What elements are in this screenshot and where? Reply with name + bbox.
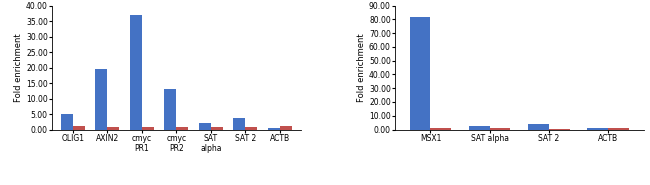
- Bar: [176, 127, 188, 130]
- Y-axis label: Fold enrichment: Fold enrichment: [357, 33, 366, 102]
- Y-axis label: Fold enrichment: Fold enrichment: [14, 33, 23, 102]
- Bar: [142, 127, 154, 130]
- Bar: [245, 127, 257, 130]
- Bar: [608, 128, 629, 130]
- Bar: [107, 127, 120, 130]
- Bar: [528, 124, 549, 130]
- Bar: [588, 128, 608, 130]
- Bar: [489, 128, 510, 130]
- Bar: [280, 126, 292, 130]
- Bar: [95, 69, 107, 130]
- Bar: [211, 127, 223, 130]
- Bar: [469, 126, 489, 130]
- Bar: [129, 15, 142, 130]
- Bar: [233, 118, 245, 130]
- Bar: [549, 129, 569, 130]
- Bar: [73, 126, 84, 130]
- Bar: [410, 17, 430, 130]
- Bar: [268, 128, 280, 129]
- Bar: [164, 89, 176, 130]
- Bar: [199, 123, 211, 130]
- Bar: [60, 114, 73, 130]
- Bar: [430, 128, 451, 130]
